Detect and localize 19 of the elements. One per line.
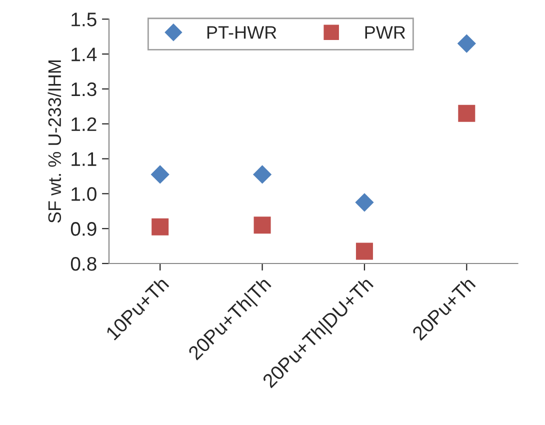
point — [252, 165, 272, 184]
y-tick-label: 1.2 — [72, 117, 96, 131]
point — [458, 104, 476, 122]
point — [457, 34, 476, 53]
y-tick-label: 1.4 — [72, 48, 97, 62]
point — [355, 193, 374, 212]
y-tick-label: 0.8 — [70, 256, 96, 271]
y-tick-label: 1.3 — [72, 82, 96, 96]
y-tick-label: 1.5 — [72, 12, 96, 26]
y-tick-label: 0.9 — [70, 222, 96, 236]
y-tick-label: 1.1 — [72, 152, 96, 166]
y-axis-title: SF wt. % U-233/IHM — [48, 60, 62, 223]
y-tick-label: 1.0 — [72, 187, 96, 201]
point — [254, 216, 271, 234]
point — [150, 165, 170, 184]
point — [152, 218, 169, 236]
legend-label: PT-HWR — [207, 26, 276, 39]
point — [356, 242, 373, 260]
legend-label: PWR — [365, 26, 406, 39]
